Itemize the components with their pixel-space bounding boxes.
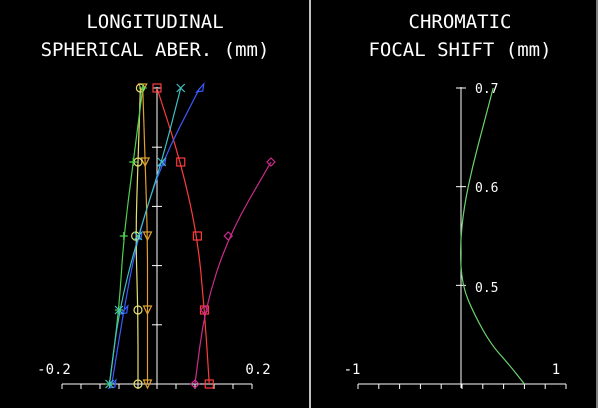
sph-point-3-2 xyxy=(142,231,153,242)
sph-point-2-0 xyxy=(190,379,200,389)
left-title-line2: SPHERICAL ABER. (mm) xyxy=(41,39,270,61)
sph-point-6-0 xyxy=(105,379,114,389)
sph-xtick-right: 0.2 xyxy=(245,362,270,378)
chrom-tick-group xyxy=(357,87,567,389)
sph-point-3-1 xyxy=(142,305,153,316)
sph-series-line-1 xyxy=(111,87,201,385)
sph-point-0-2 xyxy=(192,231,202,241)
sph-series-line-0 xyxy=(156,87,210,385)
sph-series-line-6 xyxy=(108,87,182,385)
sph-point-4-1 xyxy=(133,305,143,315)
sph-point-2-3 xyxy=(266,157,276,167)
sph-point-6-3 xyxy=(157,157,167,167)
sph-point-2-1 xyxy=(199,305,210,315)
sph-point-1-1 xyxy=(119,304,129,315)
sph-point-0-0 xyxy=(204,379,214,389)
right-title-line1: CHROMATIC xyxy=(409,11,512,33)
sph-point-6-4 xyxy=(176,83,186,93)
sph-point-0-3 xyxy=(176,157,186,167)
sph-point-5-4 xyxy=(138,84,147,92)
sph-point-3-0 xyxy=(142,379,153,390)
sph-point-5-3 xyxy=(129,158,138,166)
sph-point-6-1 xyxy=(114,305,124,315)
sph-point-6-2 xyxy=(133,231,143,241)
chrom-series-line-0 xyxy=(460,87,525,385)
right-title-line2: FOCAL SHIFT (mm) xyxy=(368,39,551,61)
sph-point-4-2 xyxy=(131,231,141,241)
sph-xtick-left: -0.2 xyxy=(37,362,71,378)
sph-point-5-2 xyxy=(119,232,128,240)
sph-series-line-4 xyxy=(135,87,141,384)
chrom-xtick-right: 1 xyxy=(552,362,560,378)
chrom-ytick-0.6: 0.6 xyxy=(475,181,498,196)
chrom-ytick-0.7: 0.7 xyxy=(475,82,498,97)
sph-tick-group xyxy=(61,87,253,389)
sph-series-line-3 xyxy=(142,87,149,384)
sph-point-3-3 xyxy=(140,157,151,168)
chrom-ytick-0.5: 0.5 xyxy=(475,281,498,296)
sph-point-2-2 xyxy=(223,231,234,241)
sph-point-1-4 xyxy=(195,82,205,93)
left-title-line1: LONGITUDINAL xyxy=(86,11,223,33)
sph-series-group xyxy=(105,82,276,390)
chrom-series-group xyxy=(460,87,525,385)
sph-series-line-2 xyxy=(194,161,272,385)
chrom-xtick-left: -1 xyxy=(344,362,361,378)
sph-point-4-0 xyxy=(133,379,143,389)
sph-point-0-4 xyxy=(152,83,162,93)
